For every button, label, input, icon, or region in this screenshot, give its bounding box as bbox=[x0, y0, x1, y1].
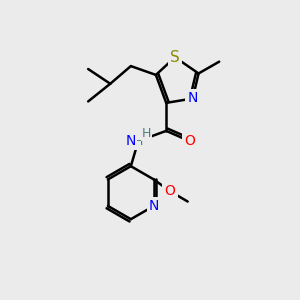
Text: O: O bbox=[184, 134, 195, 148]
Text: N: N bbox=[125, 134, 136, 148]
Text: H: H bbox=[134, 135, 143, 148]
Text: S: S bbox=[170, 50, 180, 65]
Text: N: N bbox=[148, 199, 159, 213]
Text: O: O bbox=[165, 184, 176, 198]
Text: N: N bbox=[188, 92, 198, 106]
Text: H: H bbox=[142, 127, 151, 140]
